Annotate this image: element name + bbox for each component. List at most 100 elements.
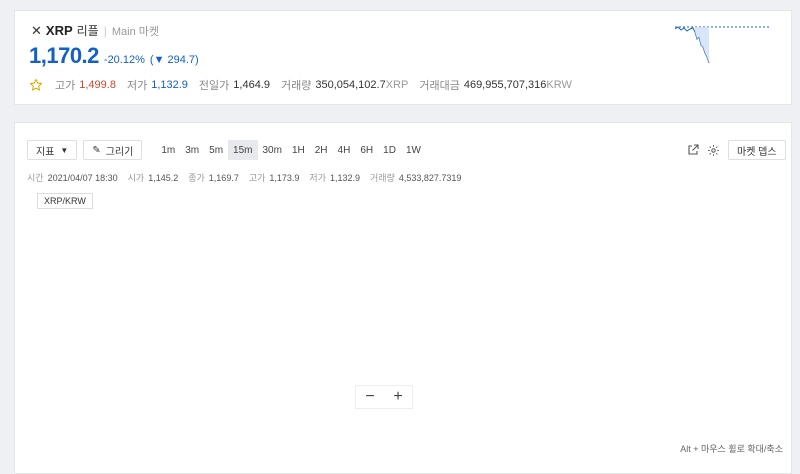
- volume-label: 거래량: [370, 173, 395, 183]
- volume-bar: [135, 400, 138, 419]
- time-value: 2021/04/07 18:30: [47, 172, 118, 183]
- candle-body: [72, 347, 75, 349]
- candle-body: [273, 279, 275, 283]
- candle-body: [504, 201, 507, 203]
- volume-bar: [530, 412, 533, 419]
- candle-body: [150, 318, 153, 324]
- candle-body: [590, 206, 593, 208]
- volume-bar: [345, 409, 348, 419]
- candle-body: [637, 232, 639, 245]
- volume-bar: [106, 395, 109, 419]
- volume-bar: [309, 395, 312, 419]
- candle-body: [252, 266, 255, 276]
- close-label: 종가: [188, 173, 205, 183]
- volume-bar: [657, 406, 660, 419]
- zoom-in-button[interactable]: +: [384, 386, 412, 408]
- candle-body: [260, 281, 262, 289]
- volume-bar: [475, 405, 478, 419]
- volume-bar: [626, 399, 629, 419]
- volume-bar: [299, 396, 302, 419]
- interval-button-4H[interactable]: 4H: [337, 144, 351, 156]
- volume-bar: [616, 403, 619, 419]
- chart-legend-label: XRP/KRW: [44, 196, 86, 206]
- volume-bar: [208, 412, 211, 419]
- volume-bar: [582, 397, 585, 419]
- x-tick-label: 12:00: [85, 428, 110, 438]
- candle-body: [608, 208, 611, 212]
- candle-body: [353, 272, 356, 279]
- candle-body: [80, 344, 83, 346]
- volume-bar: [561, 405, 564, 419]
- market-depth-button[interactable]: 마켓 뎁스: [728, 140, 786, 160]
- candle-body: [603, 208, 606, 212]
- candle-body: [96, 336, 99, 341]
- volume-bar: [447, 393, 450, 419]
- star-favorite-icon[interactable]: [29, 78, 43, 92]
- draw-button[interactable]: ✎ 그리기: [83, 140, 143, 160]
- popout-icon[interactable]: [687, 144, 699, 156]
- volume-bar: [239, 397, 242, 419]
- interval-button-2H[interactable]: 2H: [314, 144, 328, 156]
- volume-bar: [681, 389, 684, 419]
- interval-button-3m[interactable]: 3m: [185, 144, 200, 156]
- candle-body: [561, 183, 564, 185]
- candle-body: [195, 260, 197, 262]
- volume-bar: [36, 404, 39, 419]
- volume-bar: [254, 414, 257, 419]
- volume-bar: [504, 404, 507, 419]
- volume-bar: [148, 407, 151, 419]
- candle-body: [478, 228, 481, 231]
- volume-bar: [468, 403, 471, 419]
- volume-bar: [538, 406, 541, 419]
- candle-body: [382, 270, 385, 273]
- candle-body: [605, 208, 608, 211]
- x-tick-label: 4/7: [316, 428, 330, 438]
- candle-body: [137, 330, 140, 332]
- interval-button-1W[interactable]: 1W: [405, 144, 421, 156]
- volume-value: 4,533,827.7319: [398, 172, 462, 183]
- gear-icon[interactable]: [707, 144, 720, 157]
- volume-bar: [340, 408, 343, 419]
- volume-bar: [314, 402, 317, 419]
- candle-body: [62, 375, 65, 382]
- candle-body: [522, 194, 525, 202]
- volume-bar: [473, 408, 476, 419]
- volume-bar: [366, 410, 369, 419]
- interval-button-6H[interactable]: 6H: [360, 144, 374, 156]
- close-icon[interactable]: ✕: [31, 22, 42, 38]
- volume-bar: [57, 396, 60, 419]
- volume-bar: [156, 412, 159, 419]
- volume-bar: [265, 410, 268, 419]
- candle-body: [67, 355, 70, 364]
- volume-bar: [590, 404, 593, 419]
- interval-button-1m[interactable]: 1m: [161, 144, 176, 156]
- candle-body: [361, 266, 364, 272]
- volume-bar: [304, 390, 307, 419]
- interval-button-15m[interactable]: 15m: [228, 140, 258, 160]
- interval-button-1D[interactable]: 1D: [383, 144, 396, 156]
- candle-body: [117, 330, 119, 335]
- volume-bar: [663, 406, 666, 419]
- interval-button-30m[interactable]: 30m: [262, 144, 282, 156]
- volume-bar: [496, 397, 499, 419]
- volume-bar: [455, 412, 458, 419]
- interval-button-5m[interactable]: 5m: [209, 144, 224, 156]
- change-percent: -20.12%: [103, 54, 145, 66]
- interval-button-1H[interactable]: 1H: [291, 144, 305, 156]
- candle-body: [70, 347, 73, 357]
- candle-body: [163, 298, 166, 306]
- volume-bar: [332, 413, 335, 419]
- volume-bar: [501, 405, 504, 419]
- stat-value: 1,132.9: [151, 79, 188, 91]
- candle-body: [41, 345, 44, 347]
- candle-body: [158, 311, 161, 314]
- indicator-button[interactable]: 지표 ▼: [27, 140, 78, 160]
- volume-bar: [33, 398, 36, 419]
- candle-body: [457, 232, 460, 236]
- stat-label: 저가: [126, 80, 148, 92]
- volume-bar: [494, 400, 497, 419]
- candle-body: [670, 302, 673, 304]
- candle-body: [244, 258, 247, 260]
- zoom-out-button[interactable]: −: [356, 386, 384, 408]
- volume-bar: [62, 404, 65, 419]
